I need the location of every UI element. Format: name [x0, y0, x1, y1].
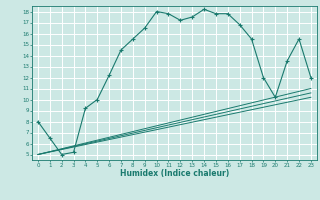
X-axis label: Humidex (Indice chaleur): Humidex (Indice chaleur) — [120, 169, 229, 178]
